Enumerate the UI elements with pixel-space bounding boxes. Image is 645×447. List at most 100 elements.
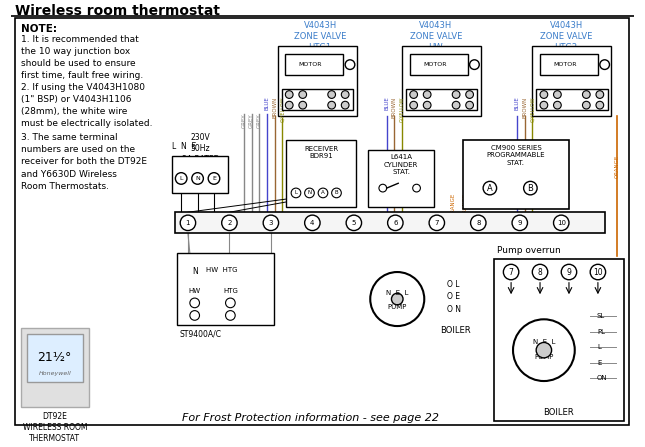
Text: GREY: GREY xyxy=(241,114,246,128)
Circle shape xyxy=(540,101,548,109)
Circle shape xyxy=(392,293,403,305)
Circle shape xyxy=(596,91,604,98)
Bar xyxy=(172,156,228,193)
Text: V4043H
ZONE VALVE
HTG2: V4043H ZONE VALVE HTG2 xyxy=(540,21,592,52)
Circle shape xyxy=(466,91,473,98)
Text: N: N xyxy=(195,176,200,181)
Circle shape xyxy=(470,60,479,69)
Text: PUMP: PUMP xyxy=(534,354,553,360)
Circle shape xyxy=(299,91,306,98)
Text: ST9400A/C: ST9400A/C xyxy=(179,330,221,339)
Circle shape xyxy=(596,101,604,109)
Text: 3: 3 xyxy=(268,220,273,226)
Text: ORANGE: ORANGE xyxy=(462,193,467,216)
Bar xyxy=(532,46,611,116)
Text: 7: 7 xyxy=(509,268,513,277)
Text: Wireless room thermostat: Wireless room thermostat xyxy=(15,4,220,18)
Circle shape xyxy=(553,91,561,98)
Text: Honeywell: Honeywell xyxy=(39,371,71,376)
Text: N: N xyxy=(192,267,197,276)
Circle shape xyxy=(341,101,349,109)
Text: BROWN: BROWN xyxy=(522,97,527,118)
Bar xyxy=(406,89,477,110)
Text: SL: SL xyxy=(597,313,605,320)
Bar xyxy=(536,89,608,110)
Text: BROWN: BROWN xyxy=(272,97,277,118)
Text: N  E  L: N E L xyxy=(533,339,555,346)
Text: ON: ON xyxy=(597,375,608,381)
Text: G/YELLOW: G/YELLOW xyxy=(280,97,285,122)
Text: CM900 SERIES
PROGRAMMABLE
STAT.: CM900 SERIES PROGRAMMABLE STAT. xyxy=(486,145,545,166)
Circle shape xyxy=(423,101,431,109)
Circle shape xyxy=(471,215,486,231)
Circle shape xyxy=(413,184,421,192)
Text: A: A xyxy=(321,190,325,195)
Circle shape xyxy=(222,215,237,231)
Text: HW  HTG: HW HTG xyxy=(206,267,238,273)
Text: 3. The same terminal
numbers are used on the
receiver for both the DT92E
and Y66: 3. The same terminal numbers are used on… xyxy=(21,133,147,191)
Circle shape xyxy=(304,215,320,231)
Text: E: E xyxy=(597,360,601,366)
Circle shape xyxy=(226,298,235,308)
Circle shape xyxy=(192,173,203,184)
Circle shape xyxy=(429,215,444,231)
Text: A: A xyxy=(487,184,493,193)
Circle shape xyxy=(332,188,341,198)
Circle shape xyxy=(299,101,306,109)
Text: 9: 9 xyxy=(566,268,571,277)
Circle shape xyxy=(190,298,199,308)
Circle shape xyxy=(345,60,355,69)
Circle shape xyxy=(341,91,349,98)
Text: BLUE: BLUE xyxy=(384,97,389,110)
Text: 2: 2 xyxy=(227,220,232,226)
Text: E: E xyxy=(212,176,216,181)
Circle shape xyxy=(513,319,575,381)
Text: B: B xyxy=(335,190,338,195)
Text: L: L xyxy=(295,190,297,195)
Circle shape xyxy=(410,91,417,98)
Circle shape xyxy=(582,101,590,109)
Circle shape xyxy=(285,91,293,98)
Circle shape xyxy=(226,311,235,320)
Text: BLUE: BLUE xyxy=(264,97,270,110)
Text: 21½°: 21½° xyxy=(37,351,72,364)
Text: O N: O N xyxy=(448,305,461,314)
Bar xyxy=(177,253,273,325)
Text: 10: 10 xyxy=(593,268,602,277)
Text: NOTE:: NOTE: xyxy=(21,24,57,34)
Circle shape xyxy=(328,101,335,109)
Bar xyxy=(281,89,353,110)
Bar xyxy=(402,46,481,116)
Circle shape xyxy=(452,101,460,109)
Circle shape xyxy=(483,181,497,195)
Text: G/YELLOW: G/YELLOW xyxy=(400,97,404,122)
Circle shape xyxy=(175,173,187,184)
Circle shape xyxy=(582,91,590,98)
Circle shape xyxy=(553,101,561,109)
Text: 230V
50Hz
3A RATED: 230V 50Hz 3A RATED xyxy=(182,133,219,164)
Text: PUMP: PUMP xyxy=(388,304,407,310)
Text: ORANGE: ORANGE xyxy=(615,154,620,177)
Circle shape xyxy=(318,188,328,198)
Text: 8: 8 xyxy=(538,268,542,277)
Text: 5: 5 xyxy=(352,220,356,226)
Circle shape xyxy=(410,101,417,109)
Circle shape xyxy=(532,264,548,280)
Text: BLUE: BLUE xyxy=(514,97,519,110)
Text: B: B xyxy=(528,184,533,193)
Circle shape xyxy=(328,91,335,98)
Bar xyxy=(410,54,468,75)
Circle shape xyxy=(379,184,386,192)
Bar xyxy=(540,54,598,75)
Circle shape xyxy=(346,215,362,231)
Text: N: N xyxy=(308,190,312,195)
Text: GREY: GREY xyxy=(249,114,254,128)
Circle shape xyxy=(370,272,424,326)
Text: 4: 4 xyxy=(310,220,315,226)
Circle shape xyxy=(600,60,610,69)
Text: BOILER: BOILER xyxy=(544,409,574,417)
Text: 10: 10 xyxy=(557,220,566,226)
Circle shape xyxy=(180,215,195,231)
Circle shape xyxy=(536,342,551,358)
Bar xyxy=(277,46,357,116)
